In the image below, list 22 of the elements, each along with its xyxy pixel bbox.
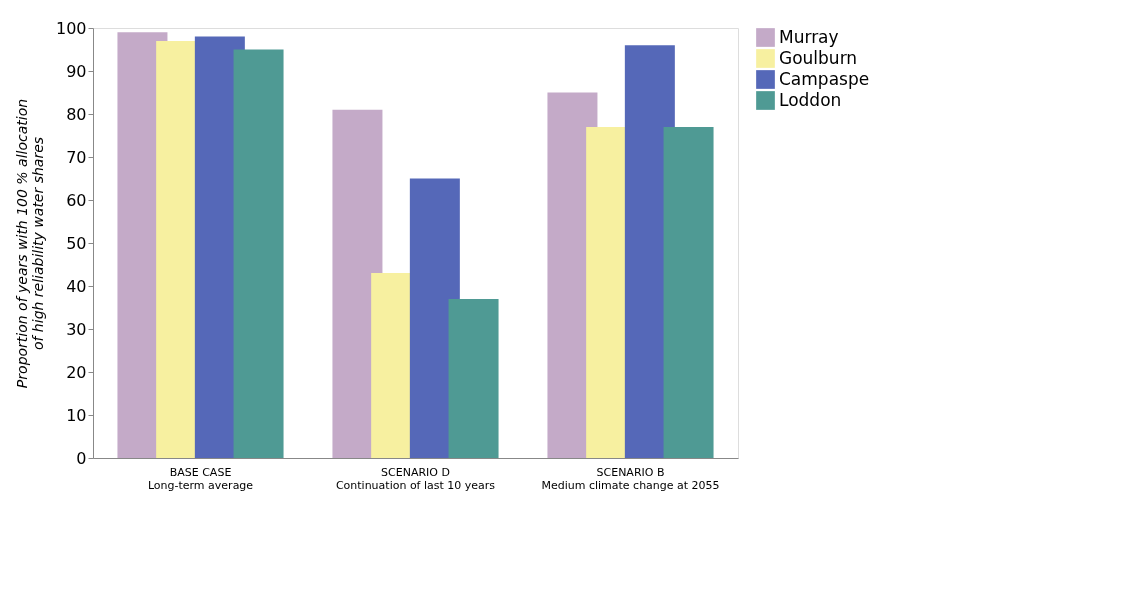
y-tick-label: 80 (66, 104, 87, 124)
y-tick-label: 90 (66, 61, 87, 81)
y-tick-label: 10 (66, 405, 87, 425)
legend-label: Goulburn (779, 47, 858, 68)
y-tick-label: 20 (66, 362, 87, 382)
x-tick-label: BASE CASE Long-term average (147, 465, 254, 492)
y-tick-label: 30 (66, 319, 87, 339)
y-tick-label: 50 (66, 233, 87, 253)
x-tick-label: SCENARIO D Continuation of last 10 years (335, 465, 496, 492)
y-tick-label: 0 (76, 448, 87, 468)
bar (233, 49, 284, 458)
y-axis-title: Proportion of years with 100 % allocation of high reliability water shares (13, 98, 46, 389)
legend-label: Murray (779, 26, 839, 47)
legend-label: Loddon (779, 89, 842, 110)
bar (448, 298, 499, 458)
bar (663, 126, 714, 458)
y-tick-label: 100 (55, 18, 87, 38)
y-tick-label: 40 (66, 276, 87, 296)
x-tick-label: SCENARIO B Medium climate change at 2055 (541, 465, 720, 492)
y-tick-label: 70 (66, 147, 87, 167)
legend-label: Campaspe (779, 68, 870, 89)
y-tick-label: 60 (66, 190, 87, 210)
